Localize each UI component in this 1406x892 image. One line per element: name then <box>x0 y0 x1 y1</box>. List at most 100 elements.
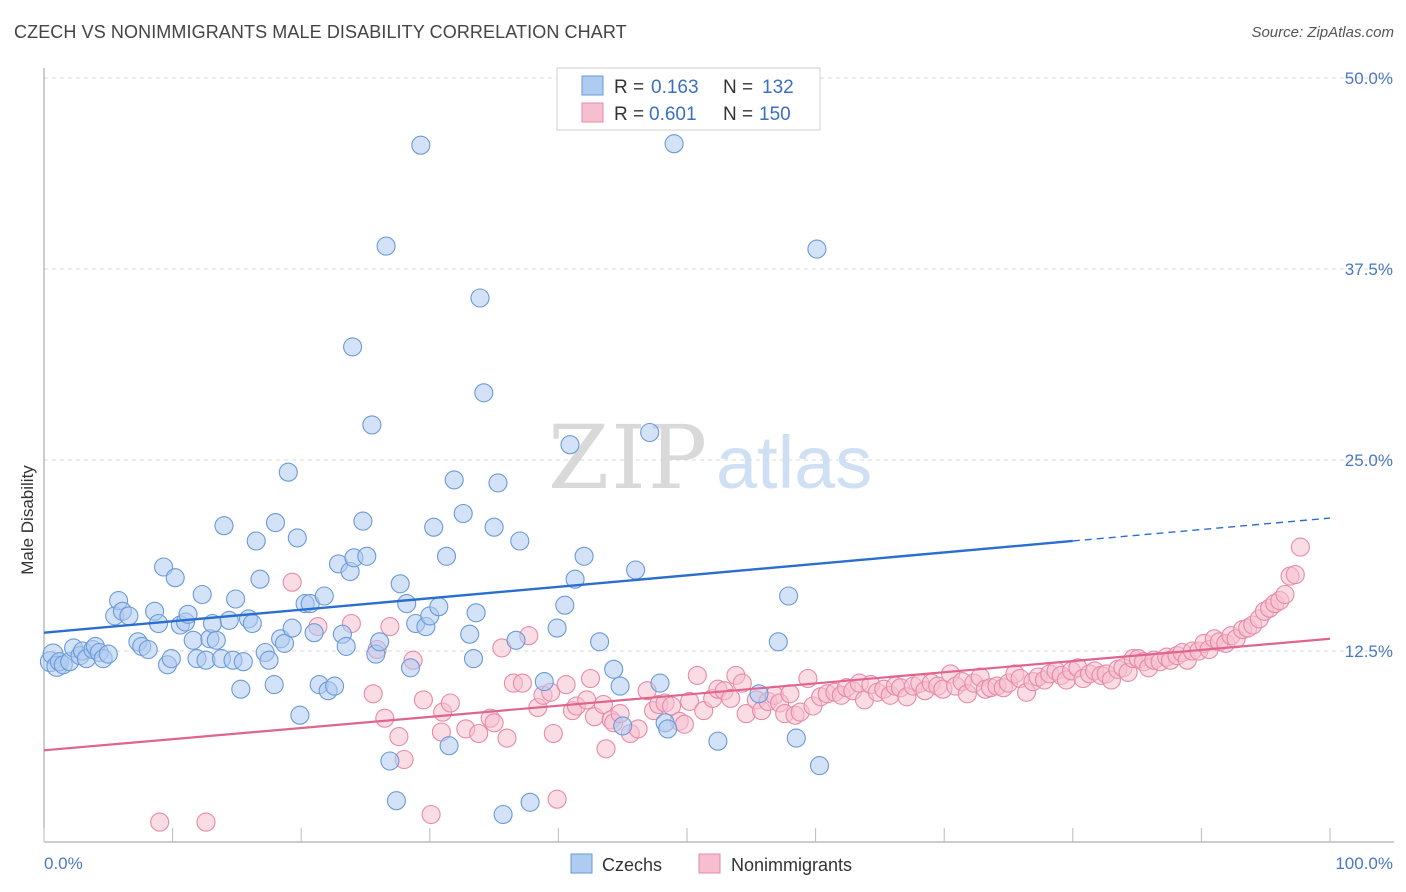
data-point <box>380 617 400 637</box>
data-point <box>534 672 554 692</box>
data-point <box>574 546 594 566</box>
chart-source: Source: ZipAtlas.com <box>1251 24 1394 41</box>
data-point <box>282 572 302 592</box>
data-point <box>786 728 806 748</box>
data-point <box>206 630 226 650</box>
data-point <box>662 696 682 716</box>
data-point <box>650 673 670 693</box>
data-point <box>357 546 377 566</box>
data-point <box>214 516 234 536</box>
x-tick-label-min: 0.0% <box>44 854 83 873</box>
czechs-trend-extension <box>1072 517 1331 542</box>
data-point <box>421 804 441 825</box>
data-point <box>192 584 212 605</box>
data-point <box>138 639 158 660</box>
data-point <box>183 630 203 650</box>
data-point <box>282 618 302 638</box>
data-point <box>768 632 788 652</box>
data-point <box>287 528 307 548</box>
data-point <box>411 135 431 155</box>
data-point <box>512 673 532 693</box>
series-legend: Czechs Nonimmigrants <box>570 853 852 875</box>
data-point <box>219 610 239 630</box>
legend-n-value-1: 132 <box>762 77 794 98</box>
data-point <box>488 473 508 493</box>
data-point <box>290 705 310 725</box>
data-point <box>460 624 480 644</box>
data-point <box>98 644 118 664</box>
data-point <box>807 239 827 259</box>
data-point <box>466 603 486 623</box>
data-point <box>196 812 216 832</box>
y-tick-label: 37.5% <box>1345 260 1393 279</box>
data-point <box>555 595 575 615</box>
data-point <box>520 792 540 812</box>
data-point <box>664 134 684 154</box>
data-point <box>246 531 266 551</box>
data-point <box>453 503 473 524</box>
data-point <box>640 422 660 443</box>
data-point <box>343 337 363 357</box>
data-point <box>264 675 284 695</box>
data-point <box>376 236 396 256</box>
watermark-atlas: atlas <box>716 421 872 504</box>
czechs-trend-line <box>43 539 1073 634</box>
data-point <box>610 676 630 696</box>
data-point <box>708 731 728 751</box>
chart-title: CZECH VS NONIMMIGRANTS MALE DISABILITY C… <box>14 22 627 42</box>
legend-r-label-1: R = <box>614 77 644 98</box>
bottom-legend-swatch-czechs <box>570 853 593 874</box>
data-point <box>779 586 799 606</box>
data-point <box>613 716 633 736</box>
data-point <box>493 804 513 825</box>
data-point <box>444 470 464 490</box>
data-point <box>543 723 563 744</box>
data-point <box>628 719 648 739</box>
data-point <box>400 658 421 678</box>
data-point <box>397 594 417 614</box>
data-point <box>165 568 185 588</box>
data-point <box>231 679 251 699</box>
data-point <box>304 623 324 643</box>
data-point <box>687 665 707 685</box>
x-tick-label-max: 100.0% <box>1335 854 1393 873</box>
bottom-legend-label-czechs: Czechs <box>602 855 662 875</box>
legend-n-value-2: 150 <box>759 104 791 125</box>
data-point <box>680 691 700 711</box>
data-point <box>510 531 530 551</box>
data-point <box>809 756 830 776</box>
x-axis-ticks <box>43 828 1331 842</box>
data-point <box>250 569 270 589</box>
data-point <box>265 513 286 533</box>
data-point <box>413 690 433 710</box>
data-point <box>336 636 356 656</box>
data-point <box>484 517 504 537</box>
data-point <box>259 650 279 670</box>
data-point <box>161 649 181 669</box>
data-point <box>577 690 597 710</box>
data-point <box>389 727 409 747</box>
data-point <box>596 739 616 759</box>
data-point <box>233 652 253 672</box>
legend-r-label-2: R = <box>614 104 644 125</box>
data-point <box>380 751 400 771</box>
data-point <box>1275 584 1295 605</box>
data-point <box>484 713 504 733</box>
data-point <box>370 632 390 652</box>
data-point <box>547 618 567 638</box>
nonimmigrants-trend-line <box>43 637 1331 752</box>
nonimmigrants-points <box>150 537 1310 832</box>
data-point <box>390 574 410 594</box>
legend-r-value-1: 0.163 <box>651 77 699 98</box>
legend-r-value-2: 0.601 <box>649 104 697 125</box>
data-point <box>590 632 610 652</box>
data-point <box>604 659 624 679</box>
bottom-legend-label-nonimmigrants: Nonimmigrants <box>731 855 852 875</box>
czechs-points <box>39 134 830 825</box>
legend-swatch-nonimmigrants <box>581 102 604 123</box>
data-point <box>424 517 444 537</box>
data-point <box>560 435 580 455</box>
data-point <box>547 789 567 809</box>
data-point <box>658 719 678 739</box>
data-point <box>580 668 601 689</box>
